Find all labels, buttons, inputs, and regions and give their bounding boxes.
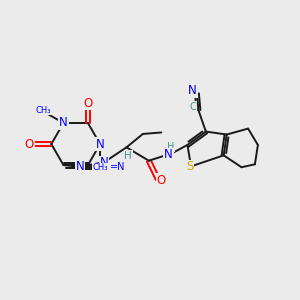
- Text: N: N: [164, 148, 173, 161]
- Text: N: N: [59, 116, 68, 129]
- Text: H: H: [167, 142, 174, 152]
- Text: O: O: [83, 97, 92, 110]
- Text: CH₃: CH₃: [92, 163, 108, 172]
- Text: =N: =N: [110, 162, 125, 172]
- Text: N: N: [188, 84, 197, 97]
- Text: N: N: [76, 160, 84, 173]
- Text: H: H: [124, 151, 132, 161]
- Text: O: O: [25, 138, 34, 151]
- Text: S: S: [186, 160, 193, 173]
- Text: O: O: [157, 174, 166, 187]
- Text: CH₃: CH₃: [36, 106, 51, 115]
- Text: C: C: [190, 102, 196, 112]
- Text: N: N: [100, 156, 109, 169]
- Text: N: N: [96, 138, 104, 151]
